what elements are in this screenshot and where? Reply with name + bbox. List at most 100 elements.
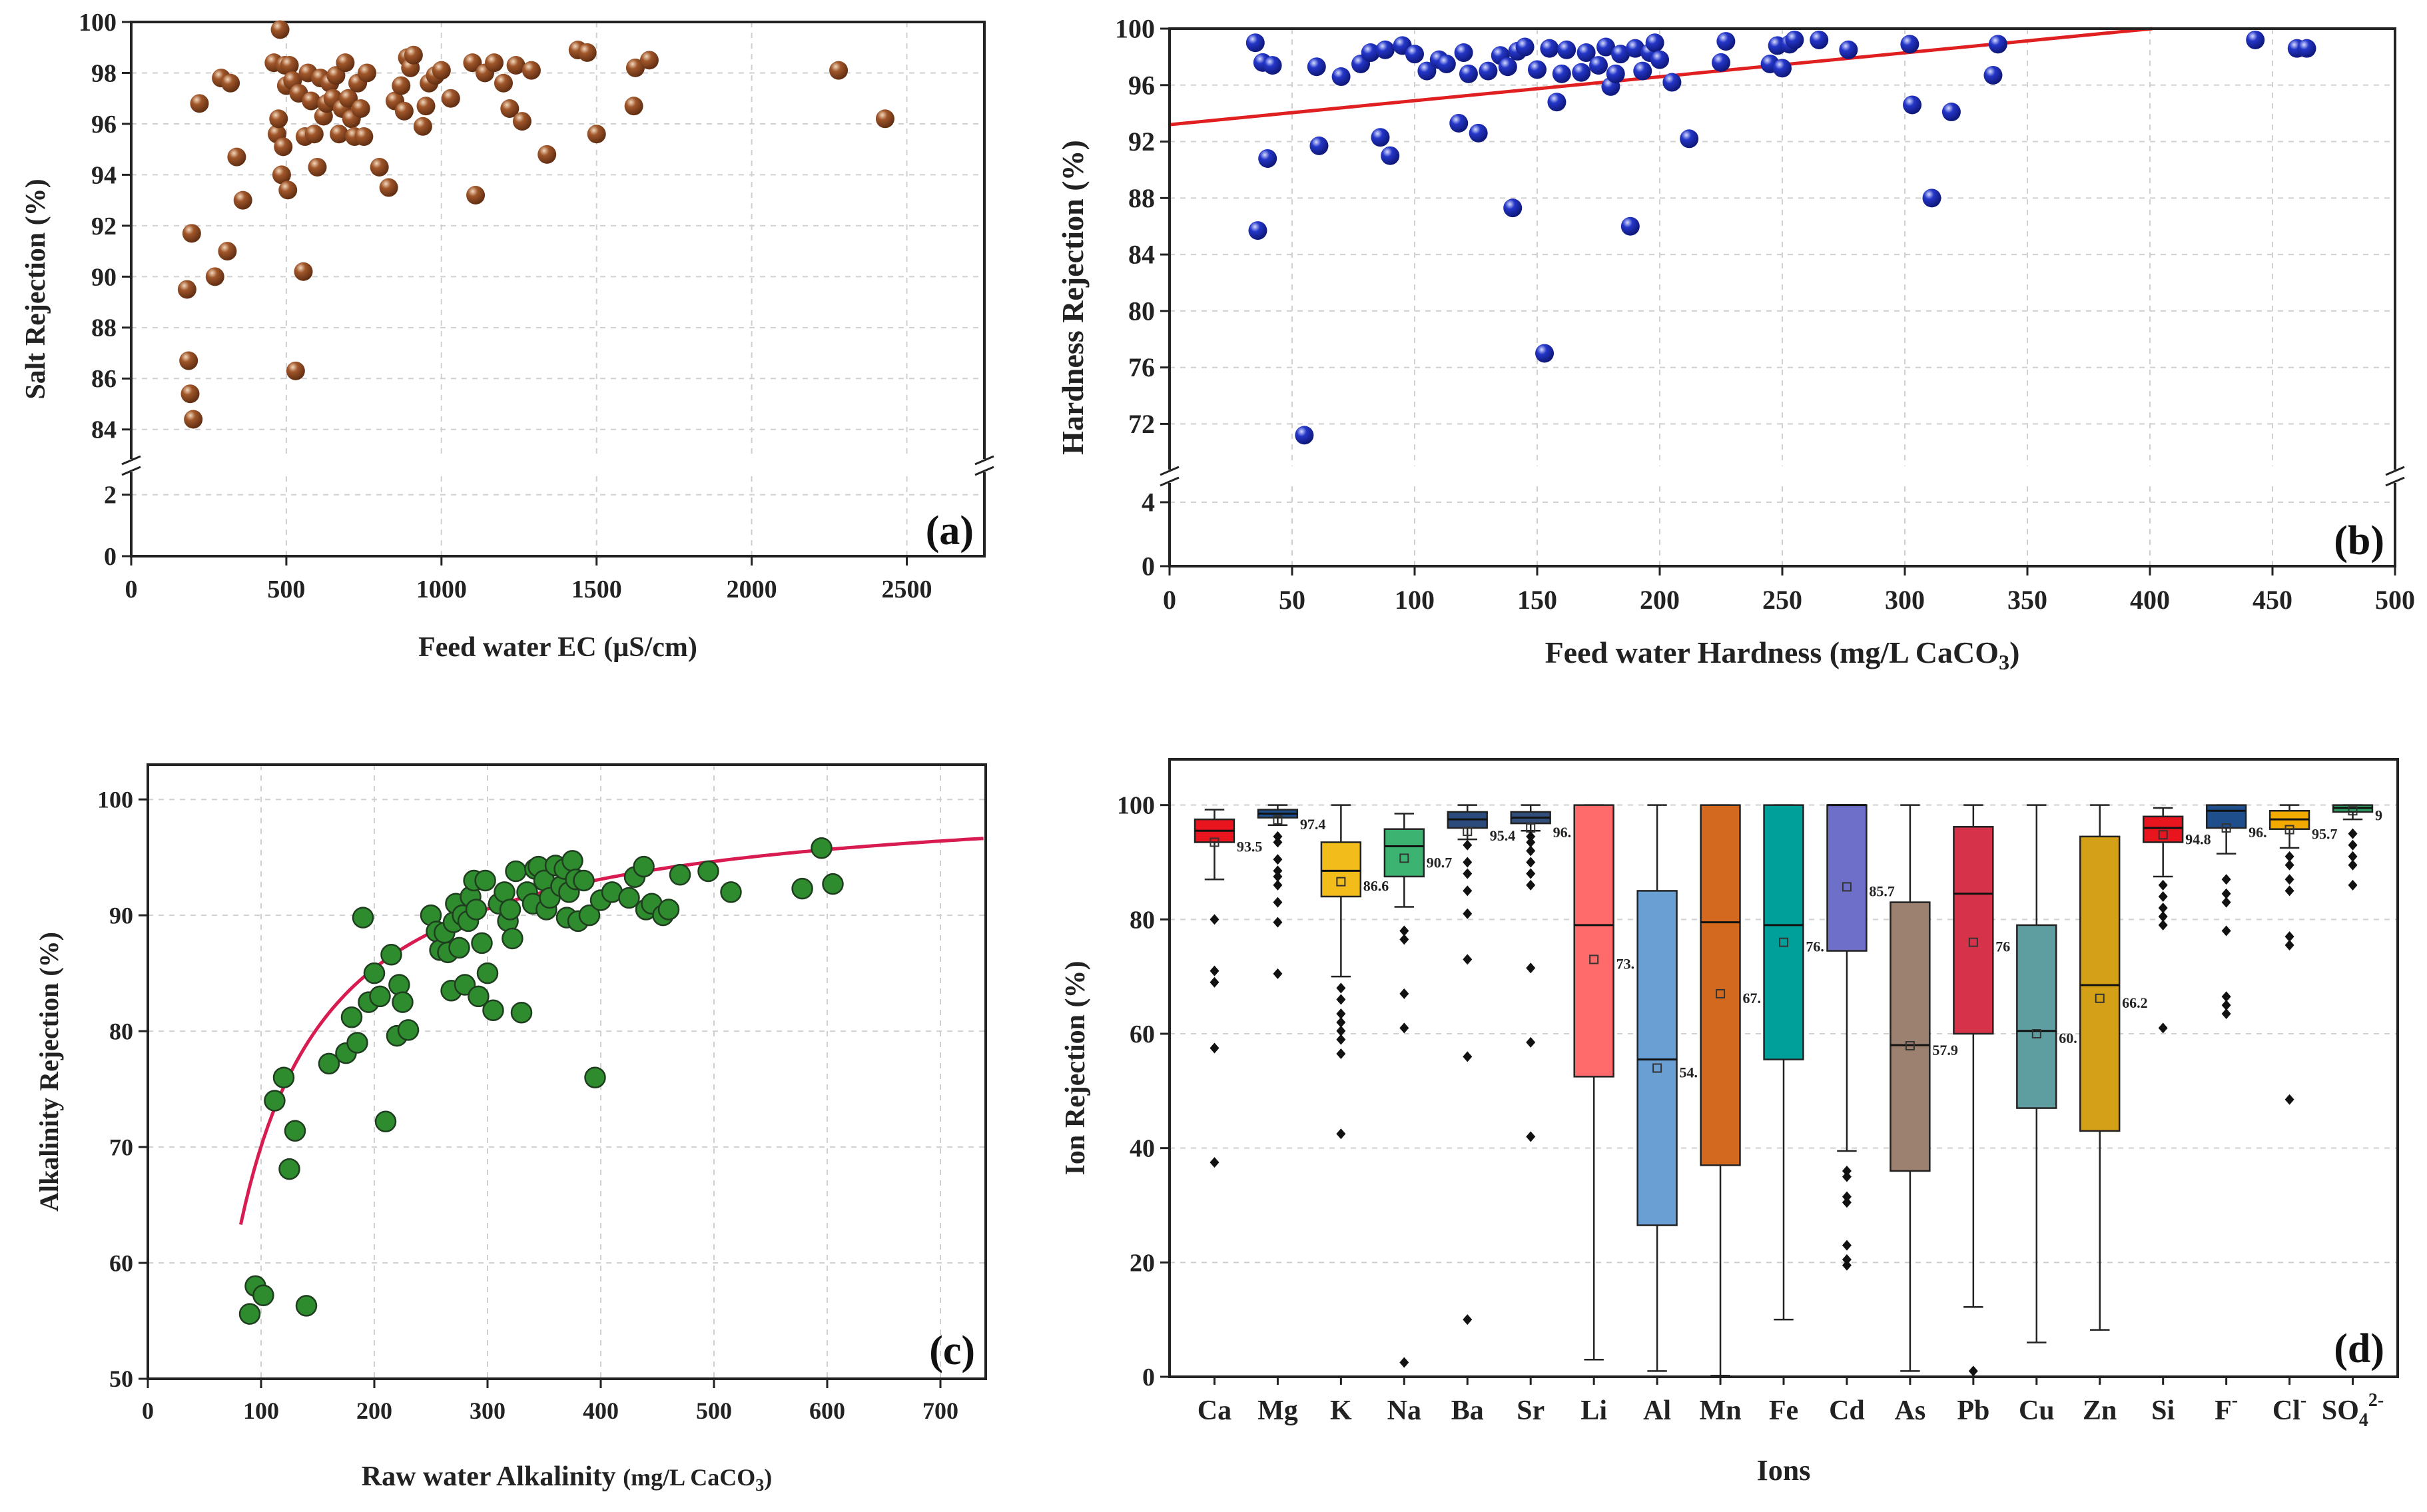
y-tick-label: 2 — [104, 482, 117, 510]
x-category-label: F- — [2215, 1390, 2238, 1426]
alkalinity-data-point — [397, 1019, 420, 1041]
hardness-data-point — [1810, 30, 1829, 49]
box-outlier — [2348, 879, 2358, 891]
box-iqr — [1636, 890, 1678, 1226]
salt-data-point — [336, 53, 355, 73]
y-tick-label: 60 — [109, 1250, 133, 1276]
axis-break-mark — [1160, 466, 1180, 476]
salt-data-point — [221, 73, 240, 93]
hardness-data-point — [1454, 43, 1473, 63]
box-mean-label: 73. — [1616, 955, 1635, 972]
box-iqr — [1320, 841, 1362, 898]
hardness-data-point — [1773, 59, 1792, 78]
x-category-base: Ba — [1451, 1395, 1484, 1426]
x-category-label: Ca — [1198, 1395, 1231, 1426]
panel-d: 0 20 40 60 80 100 93.5 Ca 97.4 Mg 86.6 K 90.7 Na 95.4 B… — [1060, 758, 2399, 1487]
salt-data-point — [179, 351, 198, 370]
alkalinity-data-point — [669, 864, 691, 886]
y-tick-label: 20 — [1130, 1249, 1155, 1277]
alkalinity-data-point — [278, 1158, 300, 1180]
salt-data-point — [521, 61, 541, 80]
alkalinity-data-point — [502, 927, 523, 950]
box-outlier — [1526, 1036, 1536, 1048]
salt-data-point — [500, 99, 520, 118]
y-tick-label: 88 — [91, 314, 117, 342]
box-outlier — [1399, 925, 1409, 937]
x-tick-label: 0 — [142, 1397, 154, 1424]
x-tick-label: 1500 — [571, 575, 622, 603]
hardness-data-point — [1941, 103, 1961, 122]
salt-data-point — [392, 76, 411, 95]
hardness-data-point — [1557, 40, 1576, 59]
box-mg: 97.4 — [1257, 804, 1325, 979]
box-outlier — [1526, 857, 1536, 868]
alkalinity-data-point — [474, 869, 496, 892]
x-tick-label: 100 — [243, 1397, 279, 1424]
x-tick-label: 0 — [1163, 585, 1176, 615]
hardness-data-point — [1307, 57, 1326, 77]
y-axis-label: Hardness Rejection (%) — [1056, 140, 1090, 455]
box-outlier — [2158, 891, 2168, 902]
box-outlier — [1526, 879, 1536, 891]
hardness-data-point — [1371, 128, 1390, 147]
hardness-data-point — [1248, 221, 1267, 240]
box-iqr — [1953, 826, 1994, 1035]
hardness-data-point — [1503, 198, 1523, 218]
box-mean-marker — [1336, 877, 1346, 887]
hardness-data-point — [1785, 30, 1804, 49]
box-pb: 76 — [1953, 804, 2010, 1377]
alkalinity-data-point — [388, 974, 410, 996]
salt-data-point — [227, 147, 246, 167]
box-outlier — [1842, 1166, 1852, 1176]
hardness-data-point — [1611, 45, 1630, 64]
box-outlier — [2158, 911, 2168, 923]
box-mean-marker — [2348, 806, 2358, 816]
salt-data-point — [432, 61, 451, 80]
y-tick-label: 84 — [91, 416, 117, 444]
box-outlier — [1336, 982, 1346, 994]
box-outlier — [2284, 931, 2294, 943]
x-category-base: K — [1330, 1395, 1352, 1426]
axis-break-mark — [974, 455, 994, 466]
box-as: 57.9 — [1890, 804, 1958, 1372]
salt-data-point — [506, 56, 525, 75]
y-tick-label: 40 — [1130, 1135, 1155, 1163]
panel-label: (b) — [2334, 518, 2384, 564]
x-category-base: F — [2215, 1395, 2232, 1426]
y-tick-label: 0 — [1142, 552, 1155, 581]
box-mean-marker — [1968, 937, 1978, 947]
alkalinity-data-point — [369, 985, 391, 1008]
salt-data-point — [339, 89, 358, 108]
box-mean-label: 96. — [1553, 824, 1572, 841]
box-mean-label: 85.7 — [1869, 883, 1895, 899]
alkalinity-data-point — [476, 962, 499, 984]
alkalinity-data-point — [238, 1303, 261, 1325]
alkalinity-data-point — [573, 869, 595, 892]
y-tick-label: 80 — [109, 1018, 133, 1044]
y-tick-label: 96 — [91, 111, 117, 139]
y-tick-label: 0 — [104, 543, 117, 571]
hardness-data-point — [1589, 56, 1608, 75]
box-outlier — [1842, 1254, 1852, 1266]
x-category-base: Pb — [1957, 1395, 1989, 1426]
box-outlier — [1399, 988, 1409, 999]
y-tick-label: 96 — [1128, 70, 1155, 100]
hardness-data-point — [1515, 37, 1535, 57]
alkalinity-data-point — [578, 904, 601, 927]
alkalinity-data-point — [392, 991, 414, 1013]
x-category-label: Cl- — [2272, 1390, 2306, 1426]
box-outlier — [1526, 1131, 1536, 1142]
x-category-label: Sr — [1517, 1395, 1545, 1426]
hardness-data-point — [1633, 61, 1652, 81]
x-category-superscript: - — [2232, 1390, 2238, 1411]
box-k: 86.6 — [1320, 804, 1389, 1140]
y-tick-label: 80 — [1130, 906, 1155, 934]
box-outlier — [2221, 925, 2231, 937]
x-axis-label-subscript: 3 — [755, 1475, 764, 1495]
box-mean-marker — [2095, 993, 2105, 1003]
x-tick-label: 500 — [2375, 585, 2415, 615]
box-outlier — [1968, 1365, 1978, 1377]
alkalinity-data-point — [252, 1284, 274, 1306]
alkalinity-data-point — [499, 899, 521, 921]
x-tick-label: 700 — [922, 1397, 958, 1424]
